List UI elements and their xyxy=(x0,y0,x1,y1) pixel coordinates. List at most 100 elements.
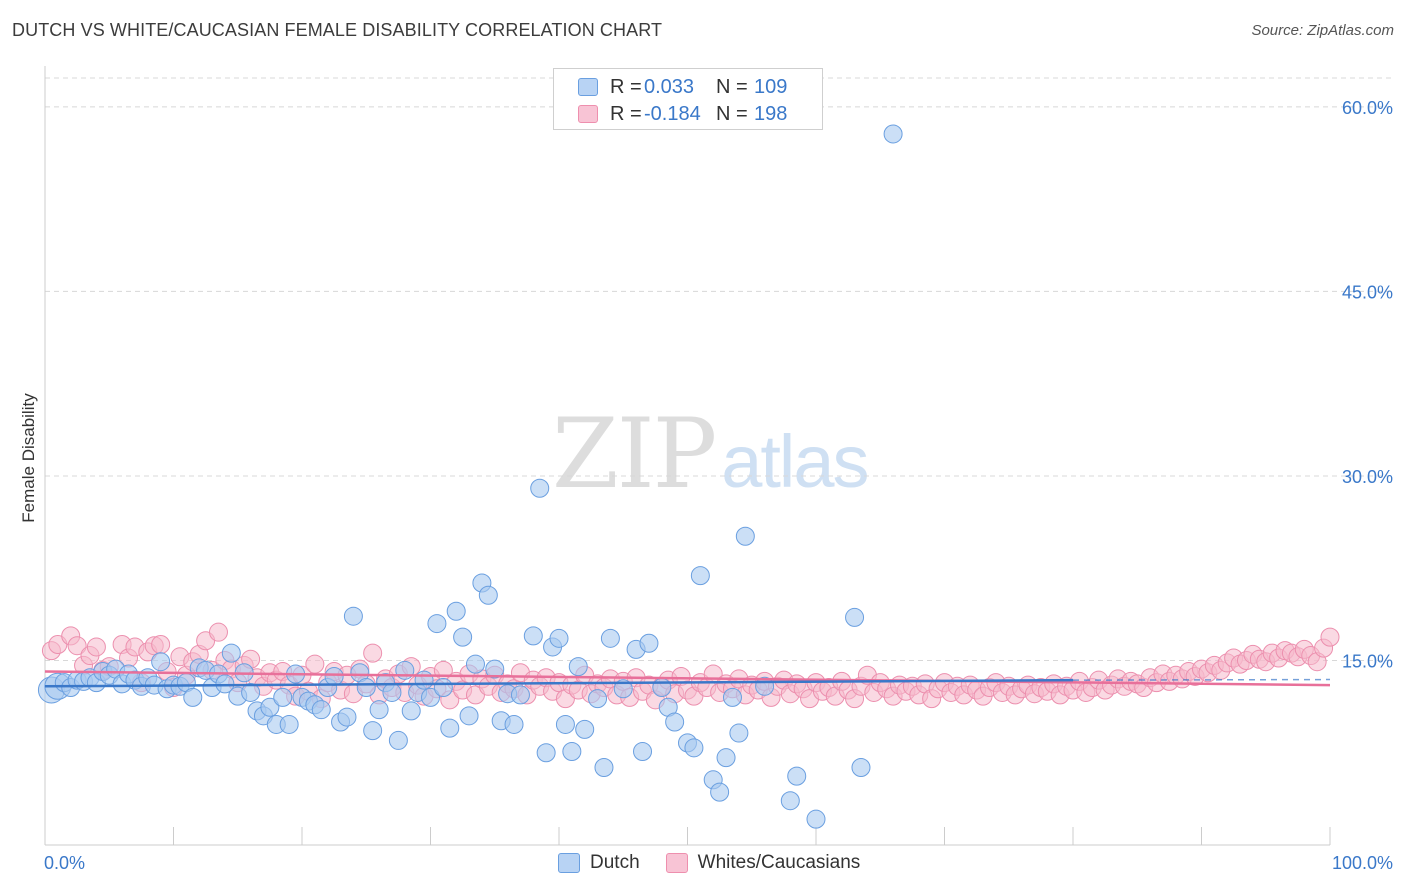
dutch-point xyxy=(215,674,235,694)
dutch-points xyxy=(37,124,903,829)
dutch-point xyxy=(279,714,299,734)
dutch-point xyxy=(633,742,653,762)
dutch-point xyxy=(536,743,556,763)
legend-row-dutch: R = 0.033 N = 109 xyxy=(578,75,787,99)
dutch-point xyxy=(806,809,826,829)
label-layer: 15.0% 30.0% 45.0% 60.0% 0.0% 100.0% Female Dis… xyxy=(19,98,1393,873)
dutch-point xyxy=(722,687,742,707)
dutch-point xyxy=(388,730,408,750)
dutch-trend-line xyxy=(44,678,1074,688)
dutch-point xyxy=(575,719,595,739)
legend-item-white[interactable]: Whites/Caucasians xyxy=(665,852,860,874)
dutch-point xyxy=(555,714,575,734)
white-caucasian-point xyxy=(208,622,228,642)
white-swatch xyxy=(578,105,598,123)
axis-layer xyxy=(44,66,1331,846)
legend-r-value: 0.033 xyxy=(644,75,695,98)
dutch-point xyxy=(600,628,620,648)
dutch-point xyxy=(459,706,479,726)
x-tick-label: 100.0% xyxy=(1332,853,1393,873)
dutch-point xyxy=(787,766,807,786)
dutch-point xyxy=(453,627,473,647)
y-tick-label: 45.0% xyxy=(1342,282,1393,302)
dutch-point xyxy=(568,657,588,677)
dutch-point xyxy=(343,606,363,626)
dutch-point xyxy=(729,723,749,743)
source-credit: Source: ZipAtlas.com xyxy=(1251,22,1394,39)
legend-n-value: 198 xyxy=(754,102,788,125)
legend-n-label: N = xyxy=(716,75,748,98)
dutch-point xyxy=(845,607,865,627)
y-tick-label: 30.0% xyxy=(1342,467,1393,487)
dutch-swatch xyxy=(578,78,598,96)
dutch-point xyxy=(530,478,550,498)
dutch-point xyxy=(337,707,357,727)
dutch-point xyxy=(401,701,421,721)
x-tick-label: 0.0% xyxy=(44,853,85,873)
dutch-point xyxy=(735,526,755,546)
white-caucasian-trend-line xyxy=(44,670,1331,687)
dutch-point xyxy=(478,585,498,605)
dutch-point xyxy=(414,670,434,690)
y-tick-label: 15.0% xyxy=(1342,651,1393,671)
dutch-trend-extension xyxy=(1072,678,1331,681)
trend-layer xyxy=(44,670,1331,688)
legend-label-dutch: Dutch xyxy=(590,852,640,873)
grid-layer xyxy=(45,77,1392,661)
legend-r-label: R = xyxy=(610,75,642,98)
white-caucasian-point xyxy=(151,634,171,654)
legend-n-label: N = xyxy=(716,102,748,125)
dutch-point xyxy=(241,682,261,702)
dutch-point xyxy=(504,714,524,734)
legend-r-value: -0.184 xyxy=(644,102,701,125)
watermark-zip: ZIP xyxy=(552,398,717,510)
dutch-point xyxy=(427,614,447,634)
dutch-point xyxy=(639,633,659,653)
dutch-point xyxy=(369,700,389,720)
dutch-point xyxy=(151,652,171,672)
dutch-point xyxy=(356,678,376,698)
dutch-point xyxy=(523,626,543,646)
dutch-point xyxy=(665,712,685,732)
dutch-point xyxy=(652,678,672,698)
dutch-point xyxy=(273,687,293,707)
dutch-point xyxy=(183,687,203,707)
white-caucasian-point xyxy=(86,637,106,657)
legend-row-white: R = -0.184 N = 198 xyxy=(578,102,787,126)
watermark-atlas: atlas xyxy=(721,420,869,503)
dutch-point xyxy=(221,643,241,663)
legend-item-dutch[interactable]: Dutch xyxy=(558,852,640,874)
dutch-point xyxy=(382,682,402,702)
legend-n-value: 109 xyxy=(754,75,788,98)
dutch-point xyxy=(716,748,736,768)
legend-r-label: R = xyxy=(610,102,642,125)
dutch-point xyxy=(594,758,614,777)
dutch-point xyxy=(510,685,530,705)
dutch-point xyxy=(311,700,331,720)
dutch-point xyxy=(588,689,608,709)
white-caucasian-point xyxy=(1320,627,1340,647)
dutch-point xyxy=(883,124,903,144)
dutch-point xyxy=(485,659,505,679)
dutch-swatch xyxy=(558,853,580,873)
dutch-point xyxy=(684,738,704,758)
white-swatch xyxy=(665,853,688,873)
dutch-point xyxy=(324,666,344,686)
dutch-point xyxy=(260,697,280,717)
series-legend: Dutch Whites/Caucasians xyxy=(558,852,886,874)
dutch-point xyxy=(562,742,582,762)
dutch-point xyxy=(549,628,569,648)
white-caucasian-point xyxy=(305,654,325,674)
y-tick-label: 60.0% xyxy=(1342,98,1393,118)
chart-title: DUTCH VS WHITE/CAUCASIAN FEMALE DISABILI… xyxy=(12,20,663,40)
dutch-point xyxy=(433,678,453,698)
white-caucasian-point xyxy=(67,636,87,656)
dutch-point xyxy=(446,601,466,621)
dutch-point xyxy=(710,782,730,802)
watermark: ZIPatlas xyxy=(552,398,870,510)
dutch-point xyxy=(851,758,871,777)
dutch-point xyxy=(780,791,800,811)
dutch-point xyxy=(421,687,440,707)
dutch-point xyxy=(690,566,710,586)
